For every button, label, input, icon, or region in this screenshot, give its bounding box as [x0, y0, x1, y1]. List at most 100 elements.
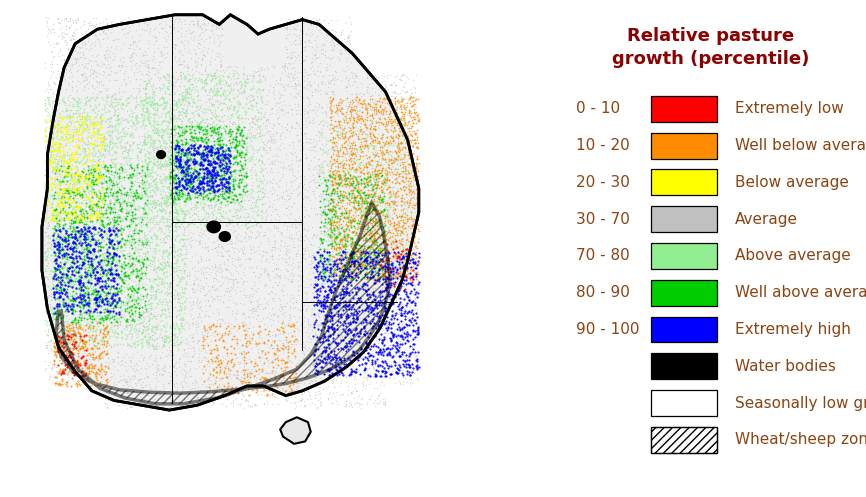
Point: [339, 220, 352, 228]
Point: [386, 260, 400, 268]
Point: [316, 197, 330, 205]
Point: [386, 279, 400, 287]
Point: [271, 389, 285, 397]
Point: [93, 287, 107, 295]
Point: [352, 95, 366, 103]
Point: [90, 342, 104, 350]
Point: [109, 284, 123, 292]
Point: [145, 169, 158, 177]
Point: [59, 212, 73, 220]
Point: [346, 106, 360, 114]
Point: [367, 188, 381, 196]
Point: [391, 287, 404, 295]
Point: [407, 94, 421, 102]
Point: [153, 24, 167, 32]
Point: [397, 112, 411, 120]
Point: [185, 20, 199, 28]
Point: [162, 165, 176, 173]
Point: [109, 231, 123, 239]
Point: [366, 290, 380, 298]
Point: [333, 134, 347, 142]
Point: [58, 318, 72, 326]
Point: [95, 264, 109, 272]
Point: [309, 384, 323, 392]
Point: [401, 203, 415, 211]
Point: [365, 95, 379, 103]
Point: [69, 109, 83, 117]
Point: [265, 255, 279, 263]
Point: [104, 197, 118, 205]
Point: [193, 171, 207, 179]
Point: [240, 192, 254, 200]
Point: [101, 361, 115, 369]
Point: [338, 267, 352, 275]
Point: [82, 276, 96, 284]
Point: [232, 385, 246, 393]
Point: [197, 156, 210, 164]
Point: [154, 206, 168, 214]
Point: [208, 262, 222, 270]
Point: [250, 390, 264, 398]
Point: [132, 31, 146, 39]
Point: [45, 118, 59, 126]
Point: [99, 331, 113, 339]
Point: [40, 183, 54, 191]
Point: [328, 173, 342, 181]
Point: [389, 250, 403, 258]
Point: [134, 146, 148, 154]
Point: [141, 39, 155, 47]
Point: [221, 193, 235, 201]
Point: [405, 222, 419, 230]
Point: [101, 22, 115, 30]
Point: [106, 91, 120, 99]
Point: [368, 170, 382, 178]
Point: [227, 362, 241, 370]
Point: [366, 114, 380, 122]
Point: [85, 218, 99, 226]
Point: [54, 135, 68, 143]
Point: [60, 14, 74, 22]
Point: [55, 273, 68, 281]
Point: [321, 241, 335, 248]
Point: [236, 264, 250, 272]
Point: [53, 293, 67, 301]
Point: [338, 263, 352, 271]
Point: [55, 191, 69, 199]
Point: [344, 255, 358, 263]
Point: [125, 404, 139, 412]
Point: [395, 120, 409, 128]
Point: [231, 358, 245, 366]
Point: [55, 321, 68, 329]
Point: [211, 205, 225, 213]
Point: [339, 19, 353, 27]
Point: [299, 134, 313, 142]
Point: [125, 65, 139, 73]
Point: [268, 223, 281, 231]
Point: [337, 114, 351, 122]
Point: [232, 261, 246, 269]
Point: [155, 278, 169, 286]
Point: [171, 217, 184, 225]
Point: [348, 216, 362, 224]
Point: [373, 389, 387, 397]
Point: [159, 298, 173, 306]
Point: [248, 235, 262, 243]
Point: [210, 171, 223, 179]
Point: [281, 82, 295, 89]
Point: [275, 81, 289, 88]
Point: [337, 228, 351, 236]
Point: [313, 172, 326, 180]
Point: [95, 180, 109, 188]
Point: [69, 284, 83, 292]
Point: [231, 254, 245, 262]
Point: [65, 245, 79, 252]
Point: [372, 240, 385, 248]
Point: [268, 383, 281, 391]
Point: [63, 262, 77, 270]
Point: [219, 140, 233, 148]
Point: [215, 124, 229, 132]
Point: [339, 118, 353, 126]
Point: [68, 344, 81, 352]
Point: [214, 56, 228, 64]
Point: [352, 221, 365, 229]
